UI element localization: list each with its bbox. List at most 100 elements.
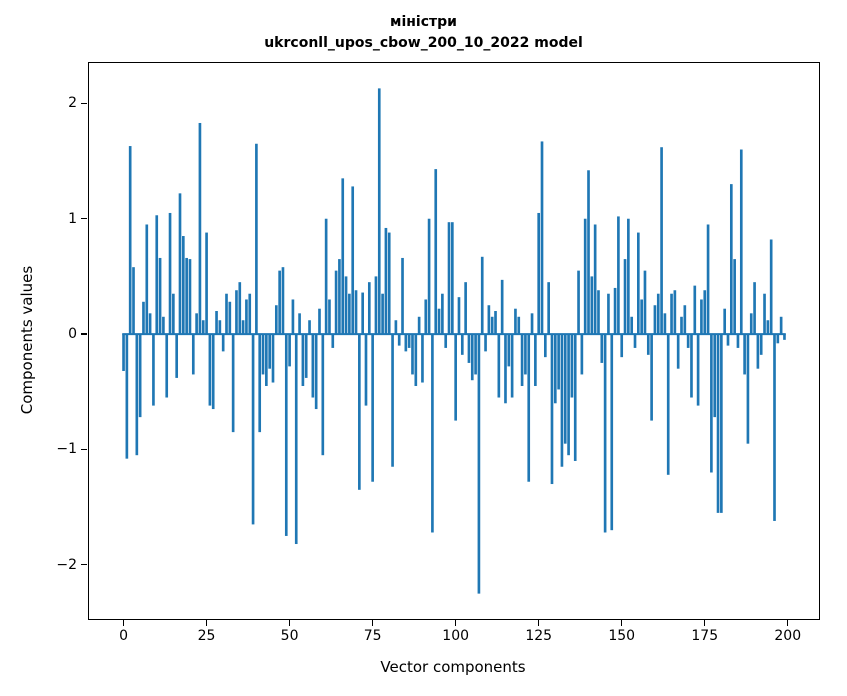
y-tick-mark [81, 564, 87, 566]
bar [627, 218, 630, 335]
bar [175, 334, 179, 378]
bar [211, 334, 215, 410]
bar [670, 293, 673, 335]
bar [739, 149, 743, 335]
bar [328, 299, 331, 335]
bar [165, 334, 169, 398]
bar [756, 334, 760, 369]
bar [128, 146, 132, 335]
bar [401, 257, 404, 335]
bar [759, 334, 763, 355]
bar [623, 259, 627, 335]
bar [284, 334, 288, 536]
bar [573, 334, 577, 461]
bar [181, 236, 185, 335]
bar [235, 290, 238, 335]
bar [414, 334, 418, 386]
bar [773, 334, 776, 521]
bar [693, 285, 697, 335]
bar [178, 193, 182, 335]
bar [301, 334, 305, 386]
bar [288, 334, 291, 367]
bar [540, 141, 544, 335]
bar [749, 313, 753, 335]
bar [421, 334, 424, 383]
bar [281, 267, 285, 335]
bar [663, 313, 667, 335]
bar [311, 334, 315, 398]
bar [338, 259, 341, 335]
bar [261, 334, 265, 375]
bar [125, 334, 129, 459]
chart-title-block: міністри ukrconll_upos_cbow_200_10_2022 … [0, 12, 847, 54]
bar [434, 169, 438, 335]
bar [567, 334, 570, 456]
x-tick-label: 125 [525, 628, 553, 644]
x-tick-label: 25 [197, 628, 216, 644]
bar [497, 334, 501, 398]
plot-area [88, 62, 820, 620]
bar [268, 334, 271, 369]
bar [570, 334, 574, 398]
bar [331, 334, 335, 348]
bar [550, 334, 554, 485]
bar [318, 308, 321, 335]
bar [779, 316, 783, 335]
bar [304, 334, 308, 378]
bar [726, 334, 730, 346]
bar [155, 215, 159, 335]
bar [152, 334, 155, 406]
bar [553, 334, 557, 404]
bar [324, 218, 328, 335]
y-tick-mark [81, 102, 87, 104]
bar [271, 334, 275, 383]
bar [703, 290, 707, 335]
bar [753, 282, 756, 335]
bar [637, 232, 640, 335]
bar [500, 279, 504, 335]
bar [763, 293, 766, 335]
bar [690, 334, 693, 398]
bar [424, 299, 428, 335]
bar [610, 334, 614, 531]
y-tick-label: −1 [56, 441, 77, 458]
bar [381, 293, 384, 335]
bar [258, 334, 262, 433]
bar [470, 334, 474, 381]
x-tick-label: 0 [119, 628, 128, 644]
x-tick-mark [621, 620, 623, 626]
bar [713, 334, 717, 418]
y-tick-label: −2 [56, 556, 77, 573]
bar [467, 334, 471, 363]
y-tick-mark [81, 218, 87, 220]
bar [736, 334, 740, 348]
bar [441, 293, 444, 335]
bar [593, 224, 597, 335]
x-tick-label: 75 [363, 628, 382, 644]
bar [451, 222, 454, 335]
bar [507, 334, 511, 367]
bar [490, 316, 494, 335]
bar [314, 334, 318, 410]
bar [597, 290, 600, 335]
bar [696, 334, 700, 406]
bar [514, 308, 517, 335]
x-tick-label: 50 [280, 628, 299, 644]
x-tick-mark [538, 620, 540, 626]
bar [251, 334, 255, 525]
bar [374, 276, 378, 335]
bar [255, 143, 258, 335]
bar [377, 88, 381, 335]
bar [341, 178, 345, 335]
bar [464, 282, 467, 335]
bar [334, 270, 338, 335]
bar [457, 297, 461, 335]
bar [221, 334, 225, 352]
x-tick-mark [704, 620, 706, 626]
bar [776, 334, 780, 344]
bar [563, 334, 567, 444]
bar [407, 334, 411, 348]
bar [274, 305, 278, 335]
bar [132, 267, 135, 335]
bar [520, 334, 524, 386]
